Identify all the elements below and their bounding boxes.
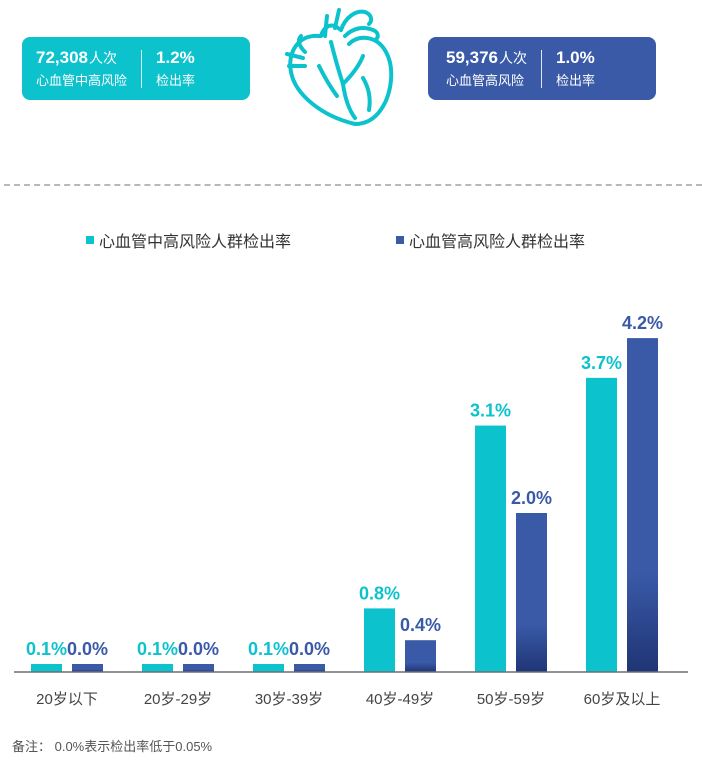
- detection-rate-label: 检出率: [556, 73, 596, 88]
- data-label: 0.0%: [178, 639, 219, 659]
- data-label: 0.8%: [359, 583, 400, 603]
- bar-medium-high-5: [586, 377, 617, 672]
- bar-medium-high-2: [253, 664, 284, 672]
- bar-high-2: [294, 664, 325, 672]
- data-label: 2.0%: [511, 488, 552, 508]
- heart-outline-icon: [285, 8, 394, 126]
- x-tick-label: 40岁-49岁: [366, 691, 434, 708]
- x-tick-label: 30岁-39岁: [255, 691, 323, 708]
- rate-block: 1.0% 检出率: [556, 48, 595, 89]
- data-label: 0.0%: [289, 639, 330, 659]
- data-label: 3.1%: [470, 401, 511, 421]
- bar-medium-high-4: [475, 425, 506, 672]
- data-label: 3.7%: [581, 353, 622, 373]
- risk-count: 72,308: [36, 48, 88, 67]
- data-label: 0.0%: [67, 639, 108, 659]
- risk-count: 59,376: [446, 48, 498, 67]
- legend-swatch-teal: [86, 236, 94, 244]
- data-label: 4.2%: [622, 313, 663, 333]
- stat-card-high-risk: 59,376 人次 心血管高风险 1.0% 检出率: [428, 37, 656, 100]
- legend-label: 心血管中高风险人群检出率: [99, 234, 292, 251]
- bar-medium-high-3: [364, 608, 395, 672]
- bar-high-1: [183, 664, 214, 672]
- card-divider: [141, 49, 143, 88]
- dashed-separator: [4, 184, 702, 186]
- bar-high-4: [516, 513, 547, 672]
- data-label: 0.4%: [400, 615, 441, 635]
- legend-label: 心血管高风险人群检出率: [409, 234, 586, 251]
- bar-high-5: [627, 338, 658, 672]
- legend-swatch-blue: [396, 236, 404, 244]
- footnote: 备注： 0.0%表示检出率低于0.05%: [12, 739, 213, 754]
- bar-high-0: [72, 664, 103, 672]
- x-tick-label: 20岁-29岁: [144, 691, 212, 708]
- bar-medium-high-1: [142, 664, 173, 672]
- data-label: 0.1%: [137, 639, 178, 659]
- risk-label: 心血管中高风险: [36, 73, 128, 88]
- x-tick-label: 50岁-59岁: [477, 691, 545, 708]
- detection-rate-label: 检出率: [156, 73, 196, 88]
- data-label: 0.1%: [248, 639, 289, 659]
- count-block: 72,308 人次 心血管中高风险: [36, 48, 127, 89]
- rate-block: 1.2% 检出率: [156, 48, 195, 89]
- stat-card-medium-high-risk: 72,308 人次 心血管中高风险 1.2% 检出率: [22, 37, 250, 100]
- risk-label: 心血管高风险: [446, 73, 525, 88]
- risk-count-unit: 人次: [499, 50, 527, 66]
- detection-rate: 1.2%: [156, 48, 195, 67]
- bar-medium-high-0: [31, 664, 62, 672]
- bar-high-3: [405, 640, 436, 672]
- detection-rate: 1.0%: [556, 48, 595, 67]
- count-block: 59,376 人次 心血管高风险: [446, 48, 527, 89]
- card-divider: [541, 49, 542, 88]
- data-label: 0.1%: [26, 639, 67, 659]
- legend-item-medium-high: 心血管中高风险人群检出率: [86, 228, 291, 252]
- x-tick-label: 20岁以下: [36, 691, 98, 708]
- x-tick-label: 60岁及以上: [584, 691, 661, 708]
- legend-item-high: 心血管高风险人群检出率: [396, 228, 585, 252]
- risk-count-unit: 人次: [89, 50, 117, 66]
